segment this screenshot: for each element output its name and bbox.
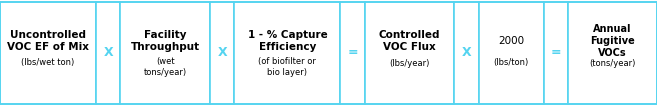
Text: =: = (347, 47, 358, 59)
Text: Uncontrolled
VOC EF of Mix: Uncontrolled VOC EF of Mix (7, 30, 89, 52)
Bar (454, 2, 479, 104)
Bar (0, 2, 96, 104)
Text: Facility
Throughput: Facility Throughput (131, 30, 200, 52)
Bar (365, 2, 454, 104)
Bar (210, 2, 235, 104)
Text: X: X (462, 47, 471, 59)
Bar (120, 2, 210, 104)
Text: (of biofilter or
bio layer): (of biofilter or bio layer) (258, 57, 316, 77)
Bar (340, 2, 365, 104)
Bar (235, 2, 340, 104)
Text: 2000: 2000 (498, 36, 524, 46)
Text: X: X (217, 47, 227, 59)
Text: (lbs/ton): (lbs/ton) (493, 59, 529, 68)
Bar (544, 2, 568, 104)
Text: Annual
Fugitive
VOCs: Annual Fugitive VOCs (590, 24, 635, 58)
Text: Controlled
VOC Flux: Controlled VOC Flux (378, 30, 440, 52)
Text: (tons/year): (tons/year) (589, 59, 636, 68)
Text: 1 - % Capture
Efficiency: 1 - % Capture Efficiency (248, 30, 327, 52)
Bar (568, 2, 657, 104)
Bar (96, 2, 120, 104)
Text: (lbs/year): (lbs/year) (390, 59, 430, 68)
Text: =: = (551, 47, 561, 59)
Text: (wet
tons/year): (wet tons/year) (144, 57, 187, 77)
Text: (lbs/wet ton): (lbs/wet ton) (22, 59, 75, 68)
Bar (479, 2, 544, 104)
Text: X: X (103, 47, 113, 59)
